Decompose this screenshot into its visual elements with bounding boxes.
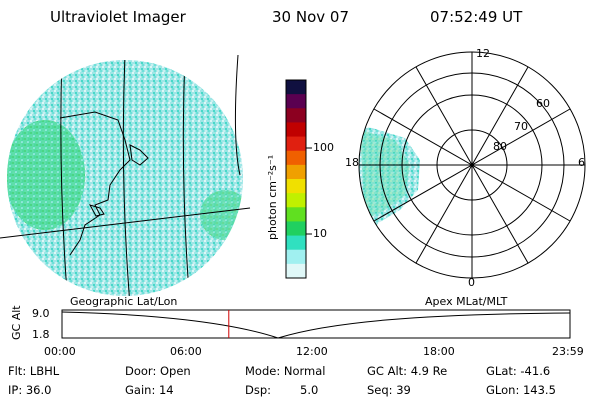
mlt-label-6: 6 bbox=[578, 156, 585, 169]
altitude-ytick-max: 9.0 bbox=[32, 307, 50, 320]
status-door: Door: Open bbox=[125, 364, 191, 378]
altitude-xtick-4: 23:59 bbox=[552, 345, 584, 358]
status-glon: GLon: 143.5 bbox=[486, 383, 556, 397]
status-gain: Gain: 14 bbox=[125, 383, 174, 397]
geographic-caption: Geographic Lat/Lon bbox=[70, 295, 178, 308]
status-mode: Mode: Normal bbox=[245, 364, 326, 378]
instrument-title: Ultraviolet Imager bbox=[50, 8, 186, 26]
colorbar-stripe bbox=[286, 221, 306, 237]
polar-plot bbox=[358, 51, 586, 279]
colorbar-stripe bbox=[286, 164, 306, 180]
altitude-xtick-2: 12:00 bbox=[296, 345, 328, 358]
colorbar-stripe bbox=[286, 80, 306, 95]
colorbar-unit-label: photon cm⁻²s⁻¹ bbox=[266, 154, 279, 240]
colorbar-tick-100: 100 bbox=[313, 141, 334, 154]
colorbar-stripe bbox=[286, 235, 306, 251]
status-glat: GLat: -41.6 bbox=[486, 364, 551, 378]
altitude-ylabel: GC Alt bbox=[10, 305, 23, 340]
colorbar-stripe bbox=[286, 122, 306, 138]
mlt-label-0: 0 bbox=[468, 276, 475, 289]
lat-label-80: 80 bbox=[493, 140, 507, 153]
colorbar-stripe bbox=[286, 150, 306, 166]
altitude-plot bbox=[61, 309, 571, 339]
status-gc-alt: GC Alt: 4.9 Re bbox=[367, 364, 448, 378]
altitude-xtick-0: 00:00 bbox=[44, 345, 76, 358]
colorbar-stripe bbox=[286, 263, 306, 279]
colorbar-stripe bbox=[286, 193, 306, 208]
colorbar-stripe bbox=[286, 207, 306, 222]
lat-label-60: 60 bbox=[536, 97, 550, 110]
colorbar-stripe bbox=[286, 136, 306, 152]
apex-caption: Apex MLat/MLT bbox=[425, 295, 508, 308]
status-dsp-value: 5.0 bbox=[300, 383, 319, 397]
colorbar-stripe bbox=[286, 179, 306, 194]
altitude-xtick-3: 18:00 bbox=[423, 345, 455, 358]
colorbar-stripe bbox=[286, 249, 306, 265]
mlt-label-12: 12 bbox=[476, 47, 490, 60]
mlt-label-18: 18 bbox=[345, 156, 359, 169]
status-ip: IP: 36.0 bbox=[8, 383, 52, 397]
lat-label-70: 70 bbox=[514, 120, 528, 133]
status-seq: Seq: 39 bbox=[367, 383, 411, 397]
colorbar-tick-10: 10 bbox=[313, 227, 327, 240]
time-label: 07:52:49 UT bbox=[430, 8, 523, 26]
date-label: 30 Nov 07 bbox=[272, 8, 349, 26]
status-filter: Flt: LBHL bbox=[8, 364, 60, 378]
altitude-xtick-1: 06:00 bbox=[170, 345, 202, 358]
globe-image bbox=[0, 54, 251, 296]
altitude-ytick-min: 1.8 bbox=[32, 328, 50, 341]
status-dsp-label: Dsp: bbox=[245, 383, 272, 397]
colorbar-stripe bbox=[286, 108, 306, 123]
colorbar-stripe bbox=[286, 94, 306, 109]
colorbar bbox=[285, 79, 312, 279]
